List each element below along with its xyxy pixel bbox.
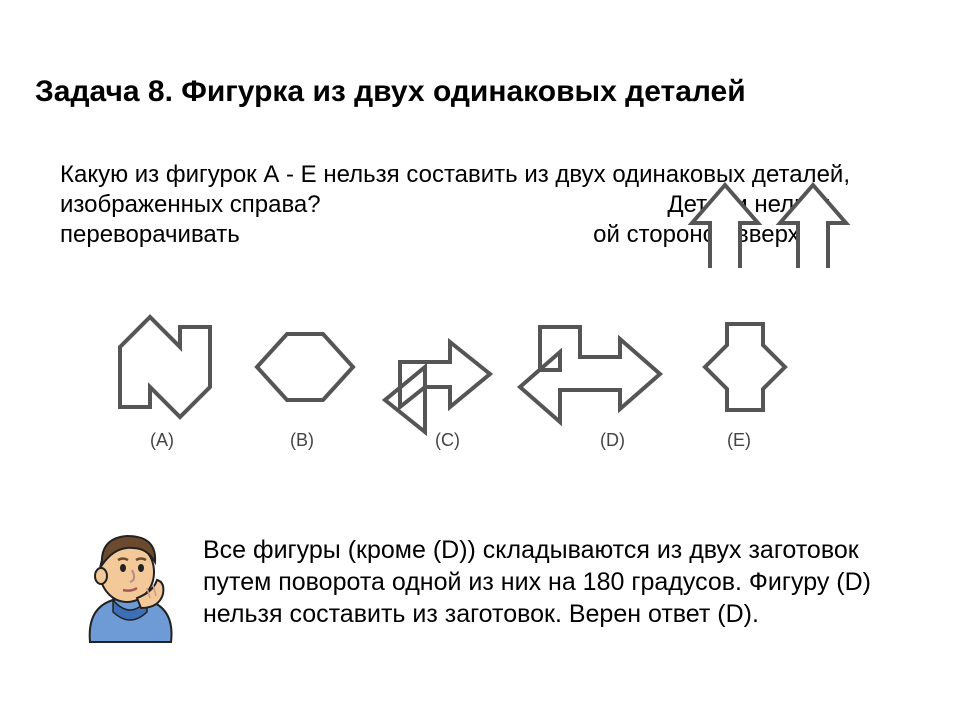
piece-arrow-1 bbox=[692, 185, 758, 268]
label-C: (C) bbox=[435, 430, 460, 451]
piece-arrow-2 bbox=[780, 185, 846, 268]
options-svg bbox=[105, 312, 805, 437]
given-pieces bbox=[680, 173, 865, 283]
pieces-svg bbox=[680, 173, 865, 278]
options-row bbox=[105, 312, 805, 442]
label-E: (E) bbox=[727, 430, 751, 451]
answer-text: Все фигуры (кроме (D)) складываются из д… bbox=[203, 530, 895, 630]
thinker-icon bbox=[75, 530, 185, 650]
option-E-shape bbox=[705, 324, 785, 410]
option-A-shape bbox=[120, 317, 210, 417]
answer-block: Все фигуры (кроме (D)) складываются из д… bbox=[75, 530, 895, 650]
option-D-shape bbox=[520, 327, 660, 422]
label-D: (D) bbox=[600, 430, 625, 451]
label-B: (B) bbox=[290, 430, 314, 451]
label-A: (A) bbox=[150, 430, 174, 451]
page-title: Задача 8. Фигурка из двух одинаковых дет… bbox=[35, 75, 746, 109]
option-C-shape bbox=[378, 324, 497, 432]
option-B-shape bbox=[257, 334, 353, 400]
